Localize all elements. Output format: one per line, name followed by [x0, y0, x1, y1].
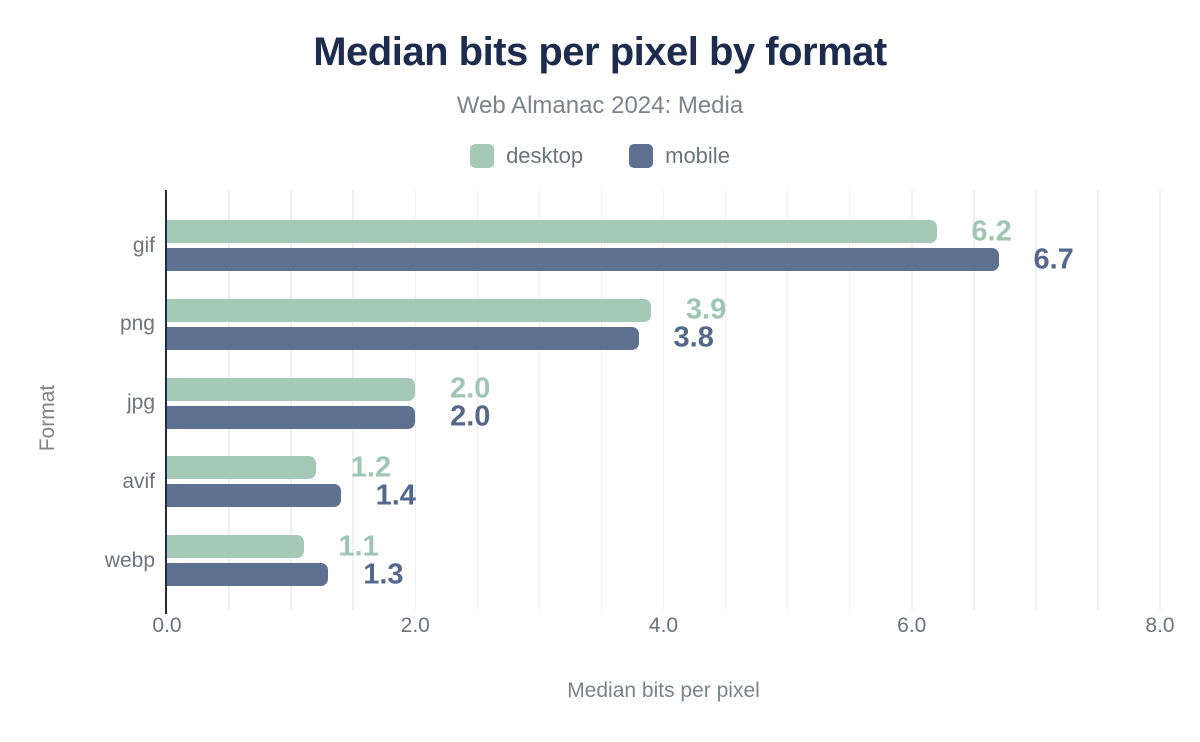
- legend-label-desktop: desktop: [506, 143, 584, 168]
- category-label-avif: avif: [122, 469, 155, 493]
- bar-mobile-webp: [167, 563, 329, 587]
- bar-desktop-jpg: [167, 377, 416, 401]
- legend-item-mobile: mobile: [629, 143, 730, 169]
- value-label-desktop-jpg: 2.0: [450, 372, 491, 405]
- value-label-desktop-webp: 1.1: [338, 530, 379, 563]
- gridline: [600, 190, 603, 610]
- gridline: [662, 190, 665, 610]
- category-label-jpg: jpg: [126, 391, 155, 415]
- category-label-gif: gif: [132, 233, 155, 257]
- gridline: [911, 190, 913, 610]
- x-axis-title: Median bits per pixel: [567, 679, 760, 702]
- legend-item-desktop: desktop: [470, 143, 583, 169]
- y-axis-line: [165, 190, 167, 614]
- gridline: [1035, 190, 1037, 610]
- bar-mobile-jpg: [167, 405, 416, 429]
- value-label-mobile-jpg: 2.0: [450, 400, 491, 433]
- bar-desktop-avif: [167, 456, 316, 480]
- value-label-mobile-png: 3.8: [673, 321, 714, 354]
- legend-swatch-desktop: [470, 144, 495, 168]
- gridline: [538, 190, 541, 610]
- value-label-desktop-avif: 1.2: [350, 451, 392, 484]
- value-label-mobile-avif: 1.4: [375, 479, 416, 512]
- x-tick-4.0: 4.0: [648, 614, 679, 637]
- gridline: [414, 190, 416, 610]
- value-label-mobile-gif: 6.7: [1033, 243, 1074, 275]
- value-label-desktop-gif: 6.2: [971, 215, 1012, 247]
- bar-mobile-avif: [167, 484, 341, 508]
- gridline: [848, 190, 851, 610]
- bar-desktop-webp: [167, 535, 304, 559]
- bar-desktop-gif: [167, 220, 937, 243]
- bar-mobile-png: [167, 326, 639, 350]
- chart-title: Median bits per pixel by format: [313, 30, 887, 74]
- x-tick-2.0: 2.0: [400, 614, 430, 637]
- gridline: [1159, 190, 1161, 610]
- gridline: [973, 190, 975, 610]
- x-tick-6.0: 6.0: [897, 614, 927, 637]
- legend-label-mobile: mobile: [665, 143, 730, 168]
- chart-subtitle: Web Almanac 2024: Media: [456, 92, 744, 119]
- x-tick-0.0: 0.0: [152, 614, 182, 637]
- bar-mobile-gif: [167, 248, 999, 271]
- value-label-mobile-webp: 1.3: [363, 558, 404, 591]
- gridline: [476, 190, 479, 610]
- category-label-png: png: [119, 312, 155, 336]
- x-tick-8.0: 8.0: [1145, 614, 1175, 637]
- legend: desktop mobile: [0, 143, 1200, 169]
- category-label-webp: webp: [104, 548, 155, 572]
- plot-area: gif 6.2 6.7 png 3.9 3.8 jpg 2.0 2.0 avif 1.2 1.4 web…: [105, 190, 1175, 637]
- value-label-desktop-png: 3.9: [685, 293, 727, 326]
- gridline: [786, 190, 789, 610]
- gridline: [724, 190, 727, 610]
- bar-desktop-png: [167, 298, 652, 322]
- legend-swatch-mobile: [629, 144, 654, 168]
- gridline: [1097, 190, 1099, 610]
